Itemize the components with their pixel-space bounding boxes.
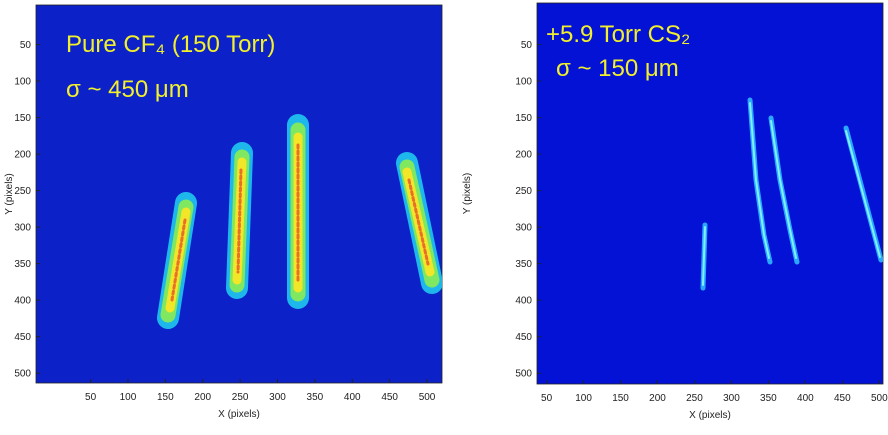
x-tick-label: 300 (723, 393, 740, 404)
x-tick-label: 100 (575, 393, 592, 404)
x-tick-label: 450 (834, 393, 851, 404)
y-tick-label: 300 (515, 223, 532, 234)
x-tick-label: 500 (871, 393, 888, 404)
x-tick-label: 100 (120, 392, 137, 403)
x-tick-label: 450 (381, 392, 398, 403)
y-tick-label: 300 (14, 223, 31, 234)
x-tick-label: 350 (307, 392, 324, 403)
x-tick-label: 50 (85, 392, 97, 403)
panel-right: 50 100 150 200 250 300 350 400 450 500 50 100 150 200… (462, 2, 888, 421)
image-background (536, 2, 884, 385)
x-tick-label: 400 (344, 392, 361, 403)
y-tick-label: 150 (14, 113, 31, 124)
y-axis-label: Y (pixels) (462, 173, 473, 215)
y-tick-label: 400 (14, 296, 31, 307)
x-tick-label: 200 (194, 392, 211, 403)
x-tick-label: 350 (760, 393, 777, 404)
y-tick-label: 500 (14, 369, 31, 380)
x-tick-label: 300 (269, 392, 286, 403)
y-tick-label: 50 (521, 40, 533, 51)
y-tick-label: 200 (14, 150, 31, 161)
y-tick-label: 450 (515, 332, 532, 343)
x-tick-label: 250 (232, 392, 249, 403)
y-tick-label: 350 (515, 259, 532, 270)
x-axis-label: X (pixels) (689, 410, 731, 421)
annotation: σ ~ 450 μm (66, 76, 189, 103)
y-tick-label: 450 (14, 332, 31, 343)
annotation: Pure CF₄ (150 Torr) (66, 31, 275, 58)
annotation: σ ~ 150 μm (556, 55, 679, 82)
y-tick-label: 350 (14, 259, 31, 270)
tracks-left (157, 114, 442, 329)
x-tick-label: 400 (797, 393, 814, 404)
x-tick-label: 150 (612, 393, 629, 404)
x-tick-label: 50 (541, 393, 553, 404)
y-axis-label: Y (pixels) (4, 173, 15, 215)
x-tick-label: 200 (649, 393, 666, 404)
y-tick-label: 500 (515, 369, 532, 380)
y-tick-label: 100 (14, 77, 31, 88)
x-axis-label: X (pixels) (218, 409, 260, 420)
tracks-right (700, 97, 883, 291)
y-tick-label: 200 (515, 150, 532, 161)
panel-left: 50 100 150 200 250 300 350 400 450 500 50 100 150 200… (4, 4, 443, 420)
x-tick-label: 150 (157, 392, 174, 403)
annotation: +5.9 Torr CS₂ (546, 21, 690, 48)
y-tick-label: 50 (20, 40, 32, 51)
x-tick-label: 250 (686, 393, 703, 404)
y-tick-label: 250 (14, 186, 31, 197)
y-tick-label: 100 (515, 77, 532, 88)
y-tick-label: 250 (515, 186, 532, 197)
y-tick-label: 150 (515, 113, 532, 124)
x-tick-label: 500 (419, 392, 436, 403)
y-tick-label: 400 (515, 296, 532, 307)
